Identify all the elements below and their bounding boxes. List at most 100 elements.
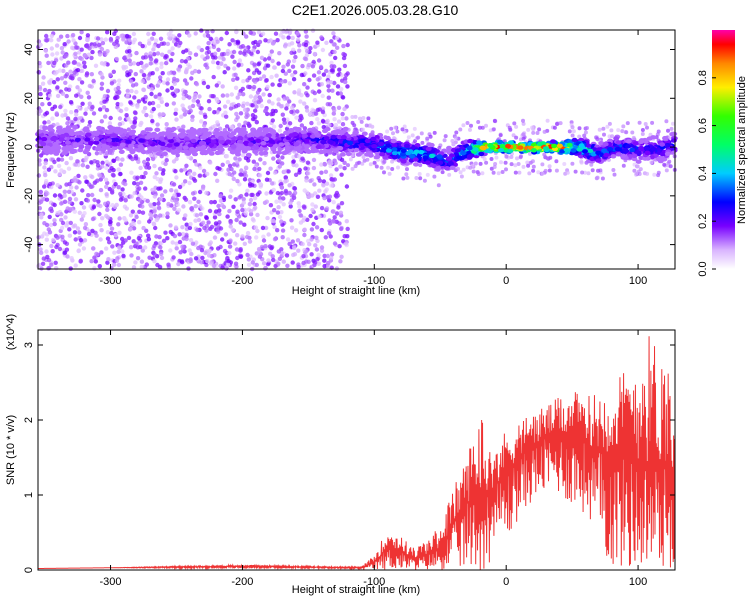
spectrogram-cell [187, 200, 193, 205]
spectrogram-cell [135, 175, 140, 180]
spectrogram-cell [155, 176, 160, 182]
spectrogram-cell [138, 122, 143, 128]
spectrogram-cell [348, 157, 353, 162]
spectrogram-cell [110, 172, 116, 177]
spectrogram-cell [172, 206, 177, 211]
spectrogram-cell [134, 241, 139, 246]
spectrogram-cell [92, 42, 97, 47]
spectrogram-cell [72, 70, 77, 75]
spectrogram-cell [174, 156, 179, 162]
spectrogram-cell [38, 108, 43, 114]
spectrogram-cell [173, 111, 178, 116]
spectrogram-cell [302, 232, 307, 238]
spectrogram-cell [337, 244, 342, 249]
spectrogram-cell [266, 99, 272, 104]
spectrogram-cell [316, 121, 322, 126]
spectrogram-cell [200, 54, 205, 59]
spectrogram-cell [136, 159, 141, 164]
spectrogram-cell [46, 60, 51, 66]
spectrogram-cell [270, 254, 275, 259]
spectrogram-cell [123, 198, 128, 203]
spectrogram-cell [271, 65, 277, 70]
spectrogram-cell [220, 93, 226, 98]
spectrogram-cell [163, 161, 168, 167]
spectrogram-cell [90, 105, 95, 110]
spectrogram-cell [341, 55, 347, 61]
spectrogram-cell [297, 43, 302, 48]
spectrogram-cell [154, 217, 159, 223]
spectrogram-cell [488, 128, 493, 133]
spectrogram-cell [320, 47, 326, 53]
spectrogram-cell [168, 223, 173, 228]
spectrogram-cell [47, 214, 52, 220]
spectrogram-cell [90, 192, 95, 198]
spectrogram-cell [97, 211, 102, 217]
spectrogram-cell [436, 183, 441, 188]
spectrogram-cell [71, 38, 76, 43]
spectrogram-cell [342, 160, 347, 165]
spectrogram-cell [144, 262, 149, 267]
spectrogram-cell [321, 72, 327, 77]
spectrogram-cell [385, 129, 390, 134]
spectrogram-cell [171, 101, 176, 106]
spectrogram-cell [393, 125, 398, 130]
spectrogram-cell [308, 46, 313, 51]
spectrogram-cell [164, 60, 169, 66]
spectrogram-cell [131, 31, 137, 37]
spectrogram-cell [248, 209, 254, 214]
spectrogram-cell [225, 99, 231, 105]
spectrogram-cell [42, 184, 47, 189]
spectrogram-cell [280, 161, 285, 166]
spectrogram-cell [290, 73, 295, 78]
spectrogram-cell [400, 127, 405, 132]
spectrogram-cell [195, 227, 200, 233]
spectrogram-cell [127, 154, 132, 159]
spectrogram-cell [476, 172, 481, 176]
spectrogram-cell [208, 160, 213, 165]
spectrogram-cell [128, 100, 133, 105]
spectrogram-cell [232, 59, 237, 65]
spectrogram-cell [164, 122, 169, 127]
spectrogram-cell [50, 52, 55, 57]
spectrogram-cell [192, 151, 198, 157]
spectrogram-cell [120, 236, 125, 242]
spectrogram-cell [180, 182, 186, 187]
spectrogram-cell [182, 89, 187, 95]
spectrogram-cell [158, 213, 163, 218]
spectrogram-cell [212, 235, 218, 240]
spectrogram-cell [105, 236, 111, 241]
spectrogram-cell [339, 86, 344, 92]
spectrogram-cell [117, 78, 122, 83]
spectrogram-cell [115, 101, 120, 107]
spectrogram-cell [261, 238, 267, 243]
spectrogram-cell [586, 171, 591, 176]
spectrogram-cell [46, 167, 52, 172]
spectrogram-cell [80, 163, 86, 168]
spectrogram-cell [55, 235, 60, 240]
spectrogram-cell [255, 228, 260, 234]
spectrogram-cell [75, 226, 81, 231]
spectrogram-cell [199, 260, 204, 265]
spectrogram-cell [426, 142, 433, 147]
spectrogram-cell [242, 49, 248, 54]
spectrogram-cell [350, 115, 355, 119]
spectrogram-cell [250, 217, 256, 222]
spectrogram-cell [319, 248, 325, 253]
spectrogram-cell [128, 226, 133, 232]
spectrogram-cell [212, 199, 217, 205]
spectrogram-cell [530, 125, 535, 130]
spectrogram-cell [585, 126, 589, 130]
spectrogram-cell [235, 39, 241, 44]
spectrogram-cell [197, 189, 203, 195]
spectrogram-cell [228, 220, 233, 225]
spectrogram-cell [146, 76, 151, 81]
spectrogram-cell [181, 124, 186, 129]
spectrogram-cell [298, 113, 304, 119]
spectrogram-cell [283, 71, 288, 76]
spectrogram-cell [75, 85, 80, 90]
spectrogram-cell [266, 258, 271, 263]
spectrogram-cell [238, 111, 244, 116]
spectrogram-cell [322, 128, 328, 134]
spectrogram-cell [43, 172, 48, 178]
spectrogram-cell [164, 158, 169, 163]
